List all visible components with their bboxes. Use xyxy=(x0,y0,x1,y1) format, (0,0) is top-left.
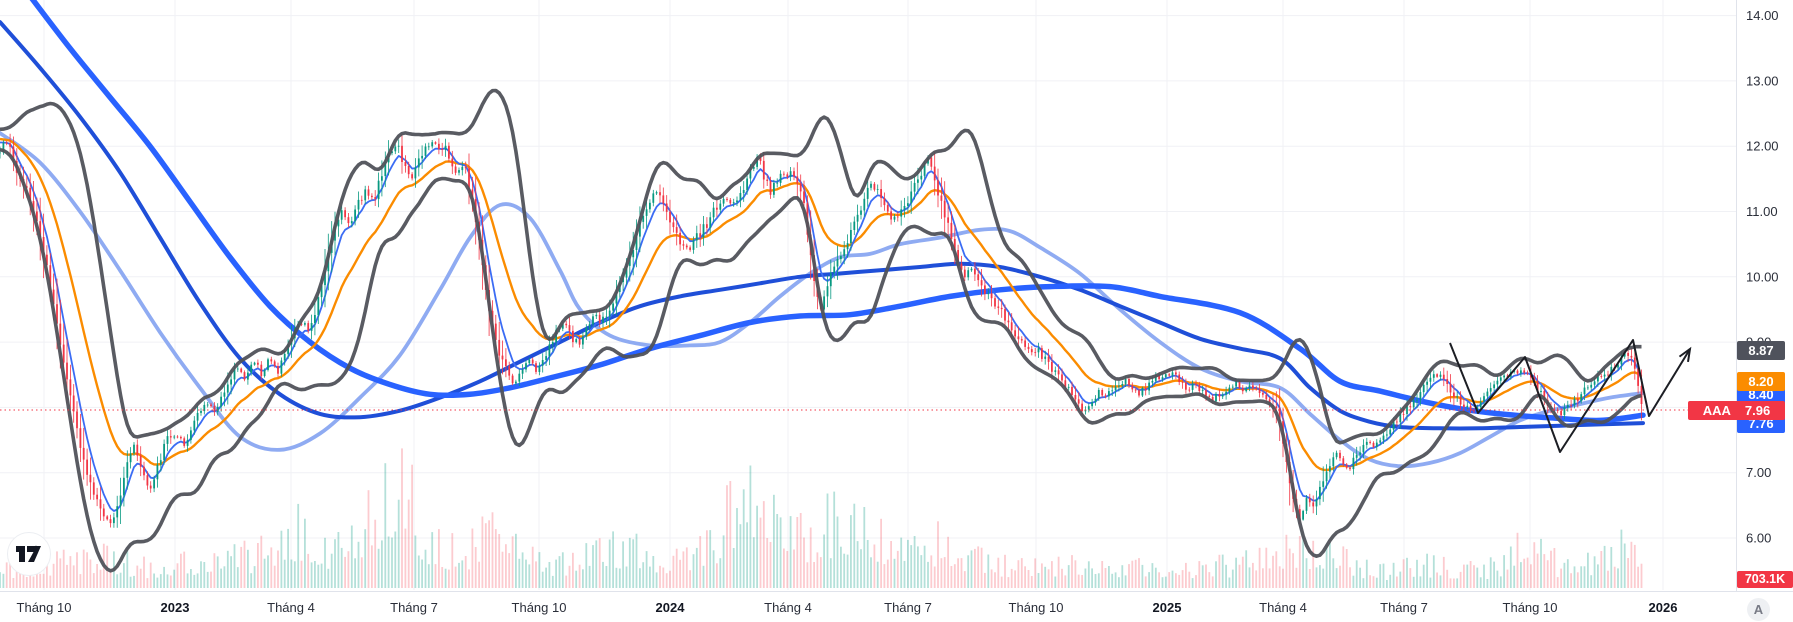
y-axis-tick-label: 7.00 xyxy=(1746,465,1771,480)
ma50-line xyxy=(0,131,1645,469)
x-axis-tick-label: Tháng 7 xyxy=(884,600,932,615)
price-axis-mode-button[interactable]: A xyxy=(1747,598,1770,621)
x-axis-tick-label: Tháng 10 xyxy=(17,600,72,615)
x-axis-tick-label: 2025 xyxy=(1153,600,1182,615)
x-axis-tick-label: Tháng 10 xyxy=(1009,600,1064,615)
symbol-ticker-label: AAA xyxy=(1702,403,1731,418)
ma-fast-price-badge: 8.20 xyxy=(1737,372,1785,391)
tradingview-logo[interactable] xyxy=(7,532,51,576)
x-axis-tick-label: Tháng 10 xyxy=(512,600,567,615)
volume-value-badge: 703.1K xyxy=(1737,571,1793,588)
volume-bars xyxy=(0,448,1643,588)
x-axis-tick-label: Tháng 7 xyxy=(1380,600,1428,615)
ma20-line xyxy=(0,137,1643,472)
ma-fast-line xyxy=(0,141,1643,512)
ma200-line xyxy=(29,0,1646,424)
band-upper-price-badge: 8.87 xyxy=(1737,341,1785,360)
price-axis[interactable]: 14.0013.0012.0011.0010.009.008.007.006.0… xyxy=(1736,0,1779,591)
x-axis-tick-label: 2023 xyxy=(161,600,190,615)
x-axis-tick-label: Tháng 10 xyxy=(1503,600,1558,615)
x-axis-tick-label: 2026 xyxy=(1649,600,1678,615)
y-axis-tick-label: 11.00 xyxy=(1746,204,1778,219)
time-axis[interactable]: Tháng 10 2023 Tháng 4 Tháng 7 Tháng 10 2024 Th… xyxy=(0,591,1793,616)
x-axis-tick-label: Tháng 7 xyxy=(390,600,438,615)
x-axis-tick-label: Tháng 4 xyxy=(1259,600,1307,615)
arrow-head xyxy=(1678,346,1692,362)
x-axis-tick-label: Tháng 4 xyxy=(764,600,812,615)
band-lower-line xyxy=(0,147,1642,573)
candles xyxy=(0,133,1643,528)
x-axis-tick-label: 2024 xyxy=(656,600,686,615)
bollinger-band xyxy=(0,88,1642,573)
last-price-badge: AAA 7.96 xyxy=(1688,401,1785,420)
y-axis-tick-label: 6.00 xyxy=(1746,531,1771,546)
band-upper-line xyxy=(0,88,1642,445)
moving-average-lines xyxy=(0,0,1646,512)
x-axis-tick-label: Tháng 4 xyxy=(267,600,315,615)
y-axis-tick-label: 12.00 xyxy=(1746,139,1779,154)
y-axis-tick-label: 10.00 xyxy=(1746,269,1779,284)
trend-drawing[interactable] xyxy=(1449,339,1692,453)
tradingview-logo-glyph xyxy=(16,545,41,562)
y-axis-tick-label: 14.00 xyxy=(1746,8,1779,23)
y-axis-tick-label: 13.00 xyxy=(1746,73,1779,88)
